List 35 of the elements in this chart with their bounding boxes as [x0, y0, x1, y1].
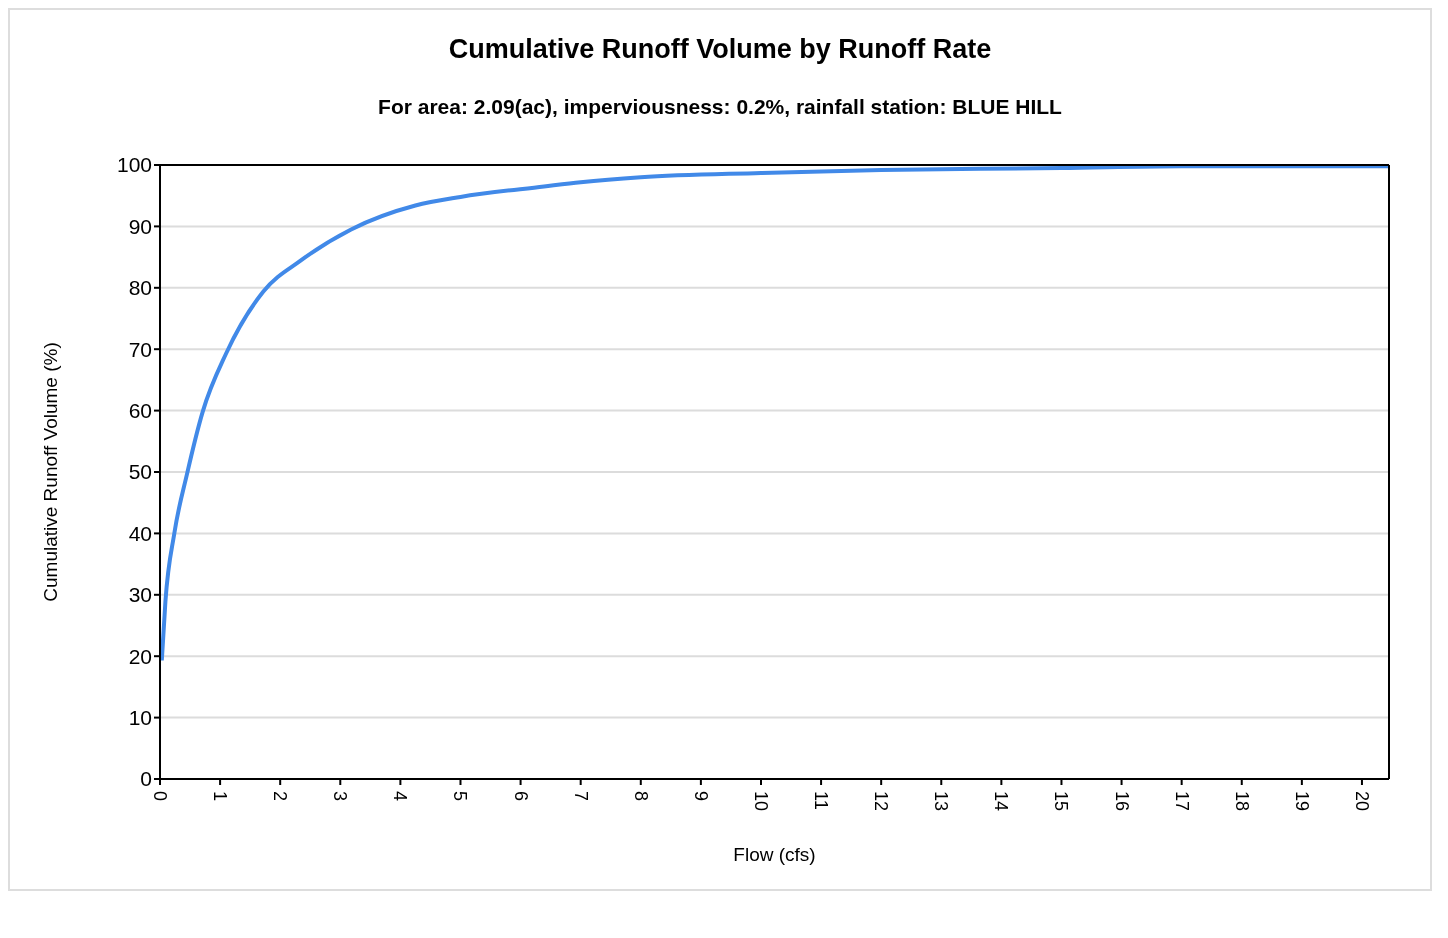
x-axis-title: Flow (cfs)	[733, 844, 816, 865]
y-tick-label: 50	[128, 460, 152, 484]
x-tick-label: 13	[931, 791, 952, 812]
y-tick-label: 90	[128, 214, 152, 238]
x-tick-label: 4	[390, 791, 411, 802]
y-tick-label: 100	[116, 153, 152, 177]
x-tick-label: 6	[510, 791, 531, 802]
x-tick-label: 2	[270, 791, 291, 802]
x-tick-label: 15	[1051, 791, 1072, 812]
x-tick-label: 3	[330, 791, 351, 802]
chart-subtitle: For area: 2.09(ac), imperviousness: 0.2%, rainfall station: BLUE HILL	[377, 95, 1063, 119]
chart-title: Cumulative Runoff Volume by Runoff Rate	[447, 34, 993, 65]
x-tick-label: 14	[991, 791, 1012, 812]
x-tick-label: 18	[1231, 791, 1252, 812]
x-tick-label: 16	[1111, 791, 1132, 812]
y-tick-label: 10	[128, 706, 152, 730]
x-tick-label: 1	[210, 791, 231, 802]
y-tick-label: 40	[128, 521, 152, 545]
x-tick-label: 7	[570, 791, 591, 802]
y-tick-label: 20	[128, 644, 152, 668]
y-tick-label: 80	[128, 276, 152, 300]
y-tick-label: 60	[128, 399, 152, 423]
x-tick-label: 5	[450, 791, 471, 802]
x-tick-label: 10	[750, 791, 771, 812]
y-axis-title: Cumulative Runoff Volume (%)	[39, 342, 61, 602]
x-tick-label: 12	[871, 791, 892, 812]
x-tick-label: 17	[1171, 791, 1192, 812]
x-tick-label: 9	[690, 791, 711, 802]
y-tick-label: 30	[128, 583, 152, 607]
x-tick-label: 19	[1291, 791, 1312, 812]
x-tick-label: 8	[630, 791, 651, 802]
x-tick-label: 11	[811, 791, 832, 810]
x-tick-label: 0	[150, 791, 170, 802]
x-tick-label: 20	[1351, 791, 1372, 812]
y-tick-label: 70	[128, 337, 152, 361]
